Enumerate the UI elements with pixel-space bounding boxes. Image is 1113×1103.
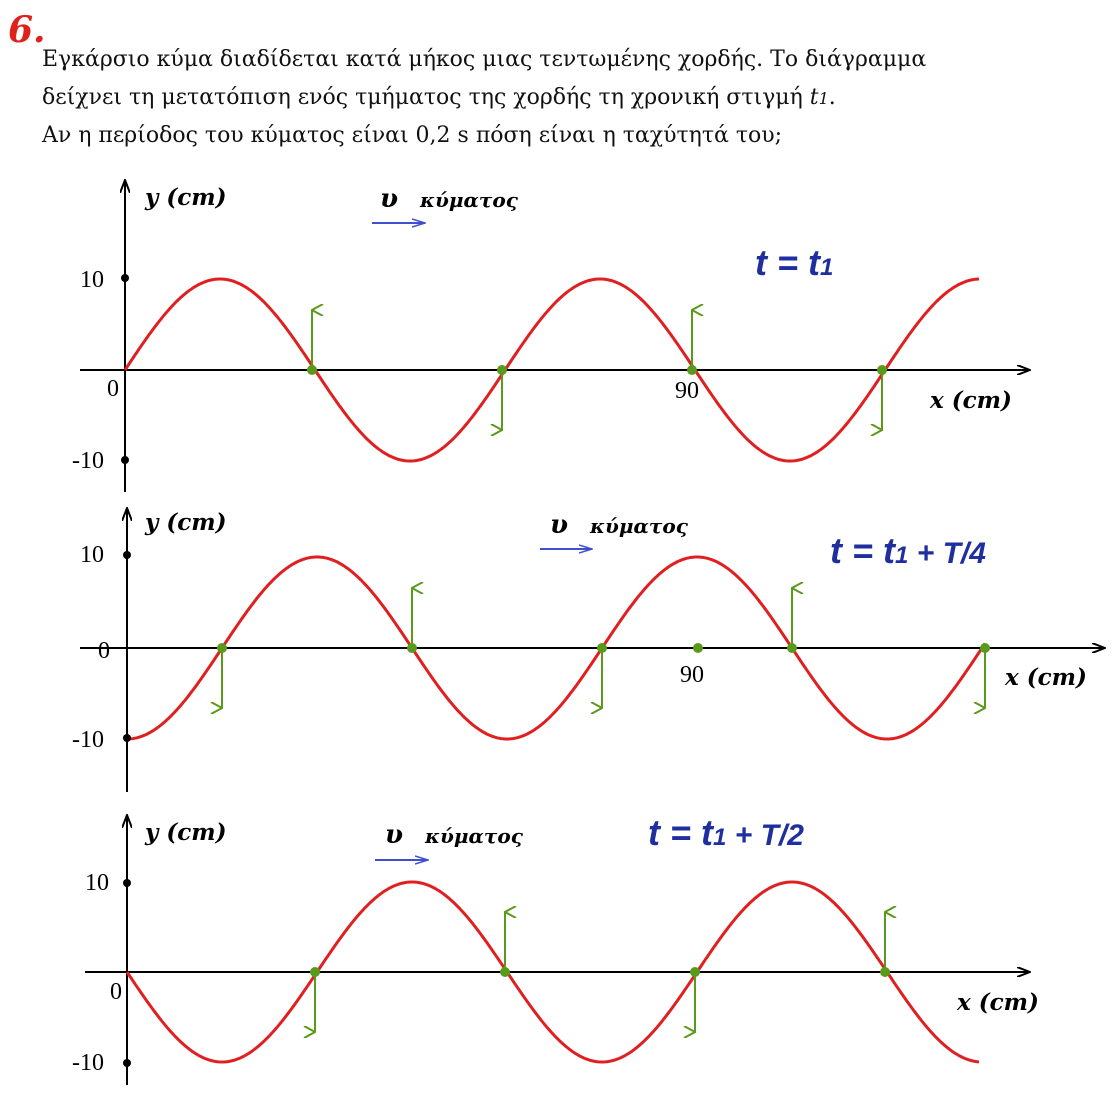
- text-line: Εγκάρσιο κύμα διαδίδεται κατά μήκος μιας…: [42, 47, 926, 72]
- problem-number: 6.: [8, 9, 46, 51]
- point: [497, 365, 507, 375]
- time-main: t = t: [755, 242, 822, 283]
- tick-dot: [121, 274, 129, 282]
- y-tick-label: 10: [80, 267, 104, 293]
- time-label: t = t1 + T/4: [830, 530, 986, 571]
- text: δείχνει τη μετατόπιση ενός τμήματος της …: [42, 85, 810, 110]
- point: [877, 365, 887, 375]
- point: [687, 365, 697, 375]
- time-label: t = t1 + T/2: [648, 812, 804, 853]
- point: [597, 643, 607, 653]
- x-tick-label: 90: [680, 662, 704, 688]
- tick-dot: [121, 456, 129, 464]
- point: [407, 643, 417, 653]
- velocity-symbol: υ: [385, 820, 403, 850]
- velocity-label: κύματος: [589, 514, 689, 538]
- time-suffix: + T/2: [726, 819, 804, 852]
- point: [307, 365, 317, 375]
- point: [500, 967, 510, 977]
- tick-dot: [123, 1059, 131, 1067]
- wave-curve: [125, 880, 980, 1064]
- tick-dot: [123, 551, 131, 559]
- time-main: t = t: [830, 530, 897, 571]
- point: [787, 643, 797, 653]
- time-label: t = t1: [755, 242, 833, 283]
- tick-dot: [123, 734, 131, 742]
- subscript: 1: [819, 89, 829, 108]
- velocity-symbol: υ: [380, 184, 398, 214]
- y-tick-label: 0: [107, 376, 119, 402]
- point: [693, 643, 703, 653]
- point: [880, 967, 890, 977]
- variable: t: [810, 85, 819, 110]
- wave-panel: 10 0 -10 90 y (cm) x (cm) υ κύματος t = t1 + T/4: [72, 508, 1105, 792]
- x-tick-label: 90: [675, 378, 699, 404]
- y-tick-label: 0: [98, 638, 110, 664]
- x-axis-label: x (cm): [929, 387, 1012, 414]
- x-axis-label: x (cm): [956, 989, 1039, 1016]
- x-axis-label: x (cm): [1004, 664, 1087, 691]
- time-main: t = t: [648, 812, 715, 853]
- velocity-label: κύματος: [424, 824, 524, 848]
- time-suffix: + T/4: [908, 537, 986, 570]
- y-tick-label: 0: [110, 979, 122, 1005]
- point: [310, 967, 320, 977]
- text-line: Αν η περίοδος του κύματος είναι 0,2 s πό…: [41, 123, 782, 148]
- time-subscript: 1: [820, 254, 833, 281]
- wave-curve: [123, 277, 980, 463]
- y-axis-label: y (cm): [144, 184, 226, 211]
- y-tick-label: -10: [72, 727, 104, 753]
- y-axis-label: y (cm): [144, 509, 226, 536]
- time-subscript: 1: [713, 824, 726, 851]
- point: [690, 967, 700, 977]
- point: [980, 643, 990, 653]
- y-tick-label: -10: [72, 1050, 104, 1076]
- time-subscript: 1: [895, 542, 908, 569]
- y-axis-label: y (cm): [144, 819, 226, 846]
- y-tick-label: 10: [85, 870, 109, 896]
- wave-panel: 10 0 -10 90 y (cm) x (cm) υ κύματος t = t1: [72, 180, 1030, 492]
- y-tick-label: -10: [72, 448, 104, 474]
- velocity-symbol: υ: [550, 510, 568, 540]
- velocity-label: κύματος: [419, 188, 519, 212]
- y-tick-label: 10: [80, 542, 104, 568]
- tick-dot: [123, 879, 131, 887]
- point: [217, 643, 227, 653]
- text-line: δείχνει τη μετατόπιση ενός τμήματος της …: [42, 85, 836, 110]
- wave-panel: 10 0 -10 y (cm) x (cm) υ κύματος t = t1 + T/2: [72, 812, 1039, 1085]
- wave-curve: [127, 555, 987, 741]
- text: .: [829, 85, 836, 110]
